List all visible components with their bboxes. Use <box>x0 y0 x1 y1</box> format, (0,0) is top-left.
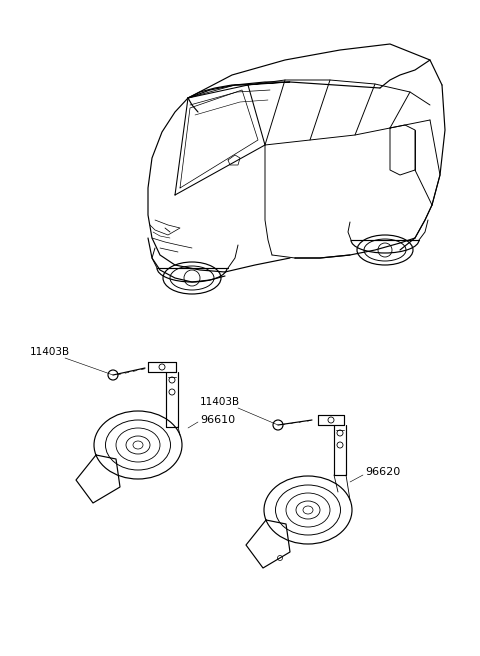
Text: 11403B: 11403B <box>200 397 240 407</box>
Text: 96620: 96620 <box>365 467 400 477</box>
Text: 11403B: 11403B <box>30 347 70 357</box>
Text: 96610: 96610 <box>200 415 235 425</box>
